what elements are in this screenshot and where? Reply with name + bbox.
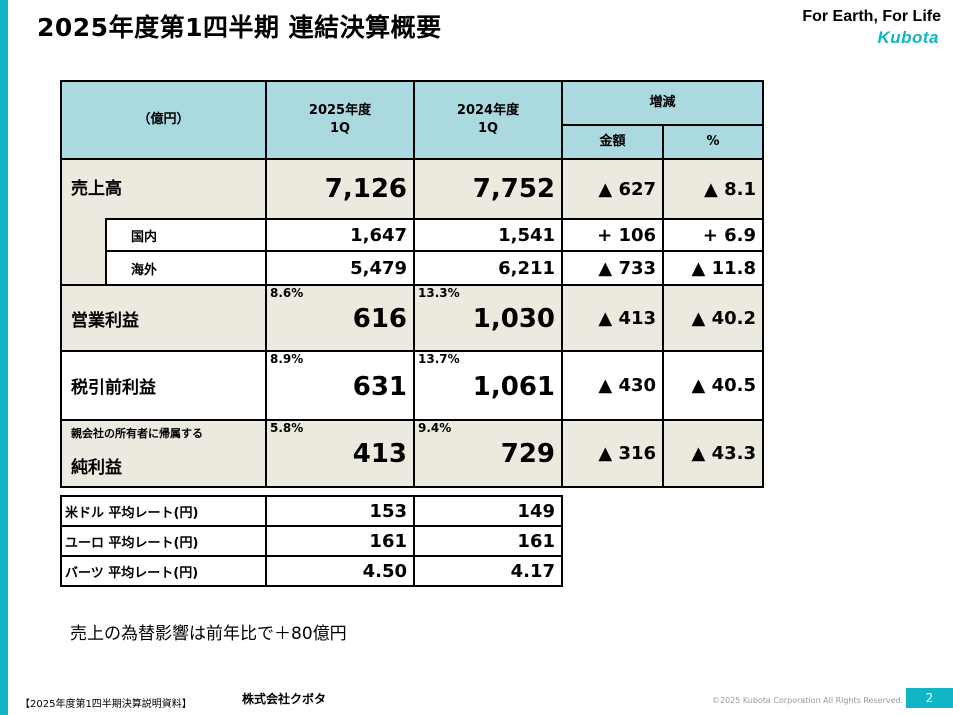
left-accent-bar: [0, 0, 8, 715]
net-2024-cell: 9.4% 729: [413, 419, 564, 488]
page-title: 2025年度第1四半期 連結決算概要: [37, 13, 442, 42]
sales-indent: [60, 219, 107, 286]
pretax-2025-cell: 8.9% 631: [265, 350, 416, 421]
operating-2025-margin: 8.6%: [270, 286, 304, 300]
row-label-net: 純利益: [71, 458, 122, 478]
pretax-2025: 631: [352, 372, 408, 402]
fx-value-2025: 153: [265, 495, 415, 527]
net-change-percent: ▲ 43.3: [662, 419, 765, 488]
col-header-2024: 2024年度 1Q: [413, 80, 564, 160]
pretax-2025-margin: 8.9%: [270, 352, 304, 366]
operating-change-amount: ▲ 413: [561, 284, 665, 352]
col-header-change: 増減: [561, 80, 765, 126]
col-header-amount: 金額: [561, 124, 665, 160]
operating-2025-cell: 8.6% 616: [265, 284, 416, 352]
pretax-2024-margin: 13.7%: [418, 352, 460, 366]
row-label-domestic: 国内: [104, 218, 268, 252]
operating-2024-cell: 13.3% 1,030: [413, 284, 564, 352]
net-2025-margin: 5.8%: [270, 421, 304, 435]
net-2025-cell: 5.8% 413: [265, 419, 416, 488]
fx-value-2025: 4.50: [265, 555, 415, 587]
domestic-change-amount: + 106: [561, 218, 665, 252]
overseas-change-percent: ▲ 11.8: [662, 250, 765, 286]
row-label-operating: 営業利益: [59, 284, 268, 352]
fx-row-usd: 米ドル 平均レート(円) 153 149: [60, 495, 563, 527]
operating-change-percent: ▲ 40.2: [662, 284, 765, 352]
pretax-change-percent: ▲ 40.5: [662, 350, 765, 421]
overseas-2025: 5,479: [265, 250, 416, 286]
footer-document-title: 【2025年度第1四半期決算説明資料】: [20, 699, 192, 710]
fx-value-2025: 161: [265, 525, 415, 557]
sales-change-amount: ▲ 627: [561, 158, 665, 220]
pretax-2024: 1,061: [472, 372, 556, 402]
footer-company-logo: 株式会社クボタ: [242, 692, 327, 706]
fx-value-2024: 149: [413, 495, 563, 527]
fx-rate-table: 米ドル 平均レート(円) 153 149 ユーロ 平均レート(円) 161 16…: [60, 495, 563, 587]
domestic-change-percent: + 6.9: [662, 218, 765, 252]
kubota-logo: Kubota: [877, 28, 939, 47]
slogan: For Earth, For Life: [802, 8, 941, 25]
sales-2025: 7,126: [265, 158, 416, 220]
fx-row-eur: ユーロ 平均レート(円) 161 161: [60, 525, 563, 557]
sales-change-percent: ▲ 8.1: [662, 158, 765, 220]
pretax-2024-cell: 13.7% 1,061: [413, 350, 564, 421]
copyright-text: ©2025 Kubota Corporation All Rights Rese…: [712, 696, 904, 705]
domestic-2024: 1,541: [413, 218, 564, 252]
row-label-sales: 売上高: [59, 158, 268, 219]
row-label-net-cell: 親会社の所有者に帰属する 純利益: [59, 419, 268, 488]
row-label-pretax: 税引前利益: [59, 350, 268, 421]
fx-row-thb: バーツ 平均レート(円) 4.50 4.17: [60, 555, 563, 587]
unit-header: （億円）: [59, 80, 268, 160]
fx-impact-note: 売上の為替影響は前年比で＋80億円: [70, 624, 347, 644]
net-2025: 413: [352, 439, 408, 469]
net-2024-margin: 9.4%: [418, 421, 452, 435]
row-label-overseas: 海外: [104, 250, 268, 286]
col-header-percent: %: [662, 124, 765, 160]
net-qualifier-label: 親会社の所有者に帰属する: [71, 427, 203, 440]
results-table: （億円） 2025年度 1Q 2024年度 1Q 増減 金額 % 売上高 7,126…: [59, 80, 765, 488]
operating-2024: 1,030: [472, 304, 556, 334]
fx-label: バーツ 平均レート(円): [60, 555, 267, 587]
overseas-2024: 6,211: [413, 250, 564, 286]
col-header-2025: 2025年度 1Q: [265, 80, 416, 160]
overseas-change-amount: ▲ 733: [561, 250, 665, 286]
fx-label: 米ドル 平均レート(円): [60, 495, 267, 527]
page-number: 2: [906, 688, 953, 708]
operating-2025: 616: [352, 304, 408, 334]
operating-2024-margin: 13.3%: [418, 286, 460, 300]
domestic-2025: 1,647: [265, 218, 416, 252]
sales-2024: 7,752: [413, 158, 564, 220]
net-change-amount: ▲ 316: [561, 419, 665, 488]
fx-value-2024: 4.17: [413, 555, 563, 587]
net-2024: 729: [500, 439, 556, 469]
fx-value-2024: 161: [413, 525, 563, 557]
pretax-change-amount: ▲ 430: [561, 350, 665, 421]
fx-label: ユーロ 平均レート(円): [60, 525, 267, 557]
